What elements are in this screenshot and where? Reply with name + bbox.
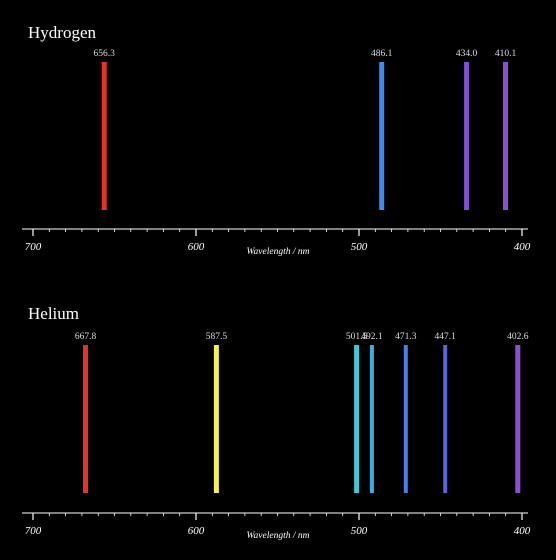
spectral-line-447-1 xyxy=(443,345,448,493)
spectral-line-402-6 xyxy=(515,345,521,493)
line-label-492-1: 492.1 xyxy=(361,332,383,342)
line-label-434-0: 434.0 xyxy=(456,49,478,59)
line-label-501-5: 501.5 xyxy=(346,332,368,342)
axis-ticks-hydrogen xyxy=(32,229,523,236)
line-label-486-1: 486.1 xyxy=(371,49,393,59)
line-label-656-3: 656.3 xyxy=(94,49,116,59)
spectral-line-492-1 xyxy=(369,345,374,493)
tick-label-700: 700 xyxy=(25,241,42,253)
panel-title-helium: Helium xyxy=(28,304,79,323)
tick-label-700: 700 xyxy=(25,525,42,537)
spectral-line-587-5 xyxy=(213,345,219,493)
axis-ticks-helium xyxy=(32,513,523,520)
spectral-line-471-3 xyxy=(403,345,408,493)
line-label-410-1: 410.1 xyxy=(495,49,517,59)
axis-title-helium: Wavelength / nm xyxy=(247,531,310,541)
panel-title-hydrogen: Hydrogen xyxy=(28,23,96,42)
spectral-line-656-3 xyxy=(101,62,107,210)
tick-label-600: 600 xyxy=(188,525,205,537)
spectral-line-410-1 xyxy=(503,62,508,210)
panel-hydrogen: Hydrogen 656.3 486.1 434.0 410.1 700 600 50… xyxy=(22,23,531,257)
line-label-471-3: 471.3 xyxy=(395,332,417,342)
line-label-667-8: 667.8 xyxy=(75,332,97,342)
line-label-402-6: 402.6 xyxy=(507,332,529,342)
tick-label-600: 600 xyxy=(188,241,205,253)
spectral-lines-hydrogen: 656.3 486.1 434.0 410.1 xyxy=(94,49,517,210)
spectral-line-486-1 xyxy=(379,62,385,210)
spectral-line-434-0 xyxy=(464,62,470,210)
line-label-587-5: 587.5 xyxy=(206,332,228,342)
tick-label-400: 400 xyxy=(514,241,531,253)
spectral-line-667-8 xyxy=(83,345,88,493)
tick-label-500: 500 xyxy=(351,241,368,253)
spectral-line-501-5 xyxy=(354,345,360,493)
tick-label-400: 400 xyxy=(514,525,531,537)
axis-title-hydrogen: Wavelength / nm xyxy=(247,247,310,257)
tick-label-500: 500 xyxy=(351,525,368,537)
line-label-447-1: 447.1 xyxy=(435,332,457,342)
